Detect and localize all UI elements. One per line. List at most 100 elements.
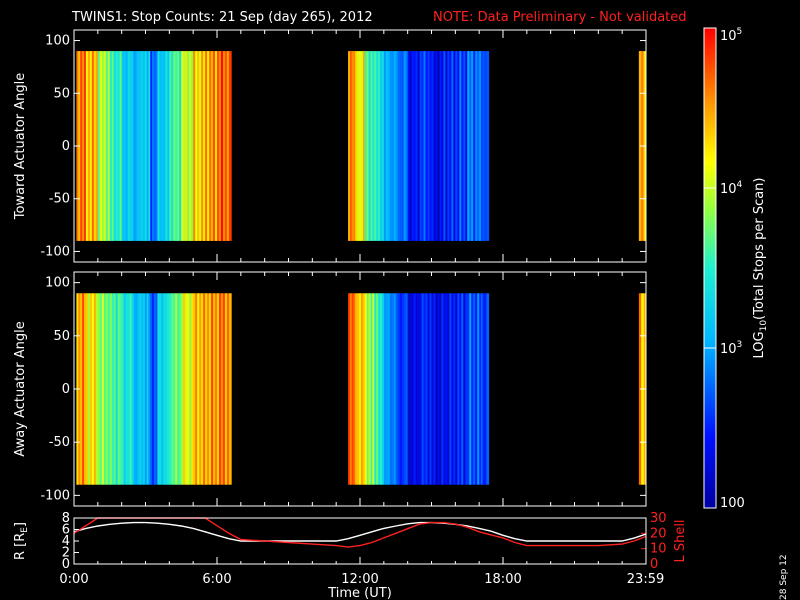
heatmap-cell xyxy=(473,293,476,485)
heatmap-cell xyxy=(171,293,174,485)
heatmap-cell xyxy=(471,293,474,485)
heatmap-cell xyxy=(199,293,202,485)
heatmap-cell xyxy=(175,51,178,241)
heatmap-cell xyxy=(364,293,368,485)
heatmap-cell xyxy=(349,293,353,485)
heatmap-cell xyxy=(348,51,351,241)
heatmap-cell xyxy=(353,293,356,485)
heatmap-cell xyxy=(195,51,198,241)
heatmap-cell xyxy=(185,51,188,241)
heatmap-cell xyxy=(465,51,468,241)
heatmap-cell xyxy=(205,293,208,485)
heatmap-cell xyxy=(374,293,377,485)
heatmap-cell xyxy=(479,293,482,485)
preliminary-note: NOTE: Data Preliminary - Not validated xyxy=(433,10,687,25)
heatmap-cell xyxy=(389,51,393,241)
heatmap-cell xyxy=(437,293,440,485)
heatmap-cell xyxy=(376,51,379,241)
heatmap-cell xyxy=(203,51,206,241)
heatmap-cell xyxy=(437,51,440,241)
heatmap-cell xyxy=(381,51,385,241)
heatmap-cell xyxy=(213,51,216,241)
heatmap-cell xyxy=(187,293,190,485)
heatmap-cell xyxy=(475,51,478,241)
heatmap-cell xyxy=(447,293,450,485)
right-tick-label: 20 xyxy=(650,526,667,541)
heatmap-cell xyxy=(175,293,178,485)
heatmap-cell xyxy=(155,51,158,241)
heatmap-cell xyxy=(159,293,162,485)
heatmap-cell xyxy=(429,293,432,485)
heatmap-cell xyxy=(146,293,149,485)
heatmap-cell xyxy=(355,51,358,241)
heatmap-cell xyxy=(199,51,202,241)
heatmap-cell xyxy=(117,293,121,485)
heatmap-cell xyxy=(372,293,375,485)
heatmap-cell xyxy=(459,51,462,241)
heatmap-cell xyxy=(399,51,403,241)
heatmap-cell xyxy=(423,51,426,241)
heatmap-cell xyxy=(401,293,405,485)
heatmap-cell xyxy=(477,51,480,241)
heatmap-cell xyxy=(397,293,401,485)
colorbar xyxy=(703,27,717,509)
heatmap-cell xyxy=(391,293,395,485)
heatmap-cell xyxy=(391,51,395,241)
heatmap-cell xyxy=(453,293,456,485)
heatmap-cell xyxy=(119,51,123,241)
heatmap-cell xyxy=(144,293,148,485)
heatmap-cell xyxy=(419,293,422,485)
y-tick-label: -50 xyxy=(49,435,70,450)
heatmap-cell xyxy=(413,51,417,241)
heatmap-cell xyxy=(469,293,472,485)
heatmap-cell xyxy=(89,293,93,485)
heatmap-cell xyxy=(355,293,358,485)
heatmap-cell xyxy=(121,293,125,485)
heatmap-cell xyxy=(215,51,218,241)
heatmap-cell xyxy=(368,51,371,241)
heatmap-cell xyxy=(393,51,397,241)
heatmap-cell xyxy=(455,51,458,241)
heatmap-cell xyxy=(179,293,182,485)
heatmap-cell xyxy=(99,51,103,241)
x-tick-label: 6:00 xyxy=(202,572,231,587)
heatmap-cell xyxy=(431,293,434,485)
heatmap-cell xyxy=(85,51,89,241)
heatmap-cell xyxy=(165,293,168,485)
heatmap-cell xyxy=(150,51,153,241)
heatmap-cell xyxy=(397,51,401,241)
heatmap-cell xyxy=(139,51,142,241)
heatmap-cell xyxy=(115,293,119,485)
left-tick-label: 4 xyxy=(62,534,70,549)
heatmap-cell xyxy=(486,51,490,241)
heatmap-cell xyxy=(155,293,158,485)
heatmap-cell xyxy=(357,293,360,485)
heatmap-cell xyxy=(139,293,142,485)
xaxis-label: Time (UT) xyxy=(327,586,392,600)
heatmap-cell xyxy=(484,293,487,485)
heatmap-cell xyxy=(133,51,136,241)
heatmap-cell xyxy=(359,51,362,241)
heatmap-cell xyxy=(222,51,226,241)
heatmap-cell xyxy=(129,293,132,485)
heatmap-cell xyxy=(457,51,460,241)
chart-title: TWINS1: Stop Counts: 21 Sep (day 265), 2… xyxy=(71,10,373,25)
heatmap-cell xyxy=(157,293,160,485)
heatmap-cell xyxy=(123,51,127,241)
heatmap-cell xyxy=(399,293,403,485)
heatmap-cell xyxy=(467,293,470,485)
heatmap-cell xyxy=(463,51,466,241)
heatmap-cell xyxy=(191,51,194,241)
heatmap-cell xyxy=(211,51,214,241)
heatmap-cell xyxy=(144,51,148,241)
heatmap-cell xyxy=(91,51,95,241)
left-tick-label: 2 xyxy=(62,546,70,561)
heatmap-cell xyxy=(177,293,180,485)
heatmap-cell xyxy=(148,293,151,485)
heatmap-cell xyxy=(429,51,432,241)
heatmap-cell xyxy=(357,51,360,241)
radius-ylabel: R [RE] xyxy=(13,522,30,560)
heatmap-cell xyxy=(351,293,354,485)
heatmap-cell xyxy=(479,51,482,241)
heatmap-cell xyxy=(378,293,381,485)
